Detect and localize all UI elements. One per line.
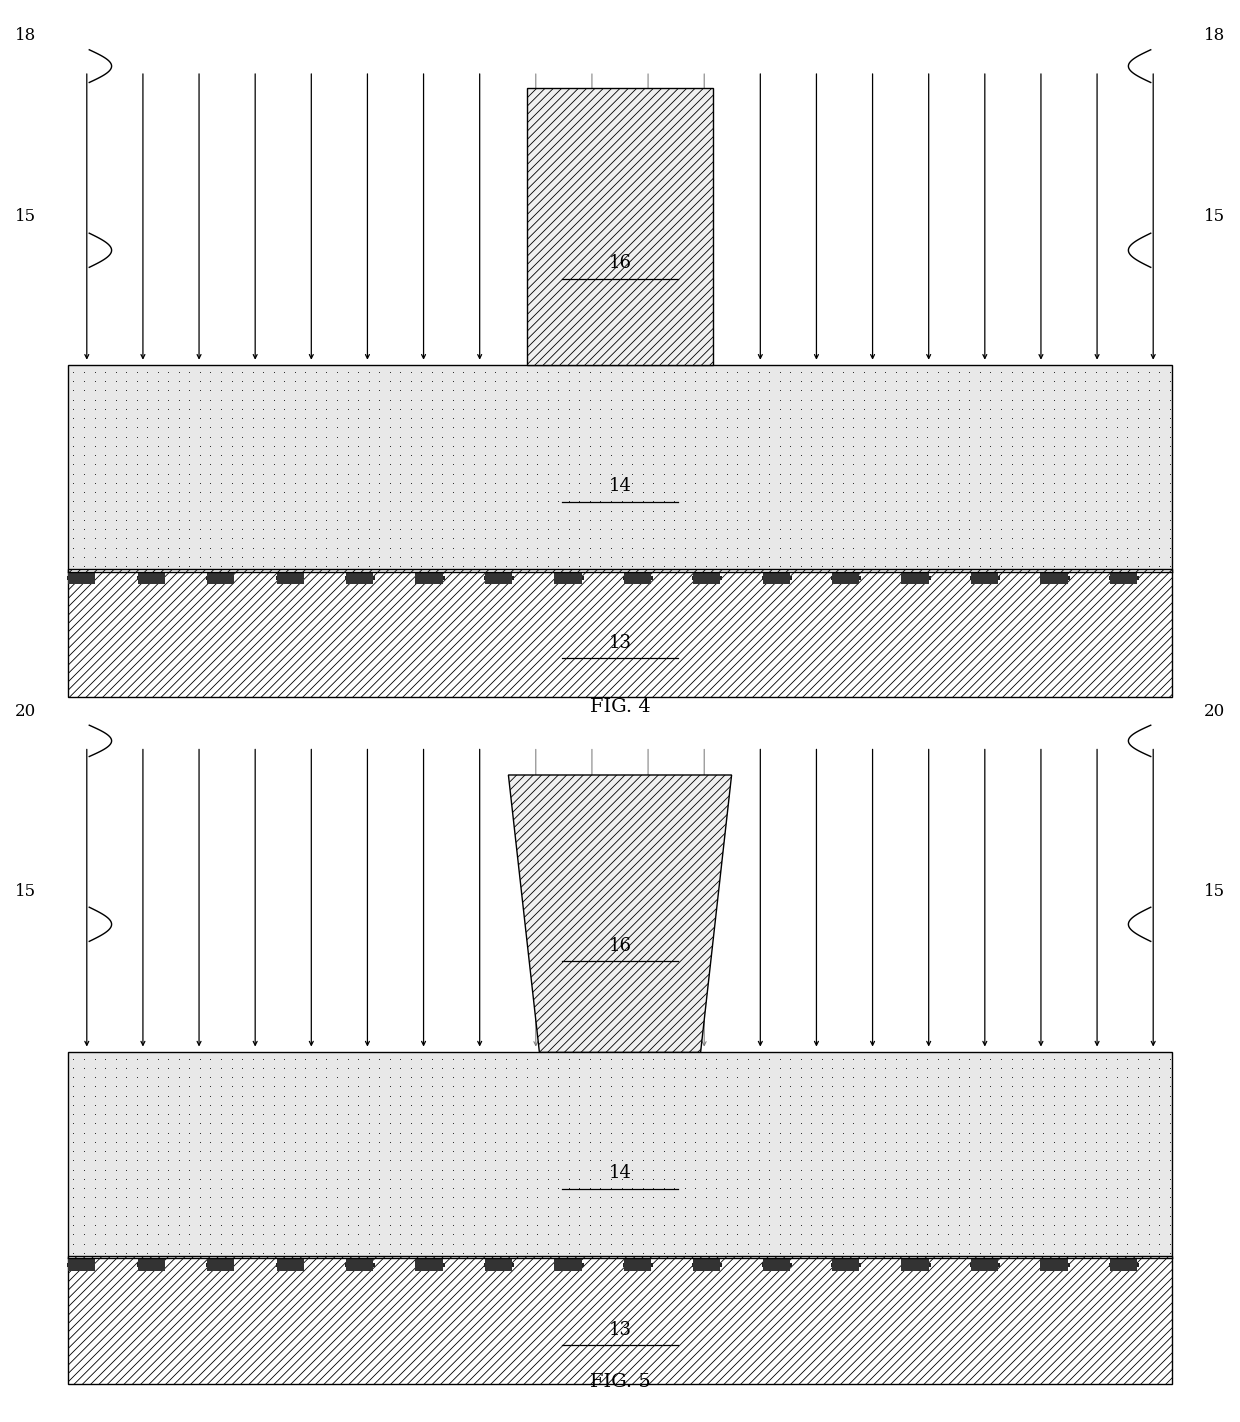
Bar [971, 1258, 998, 1271]
Bar [68, 1052, 1172, 1258]
Text: 15: 15 [1204, 208, 1225, 225]
Bar [207, 1258, 234, 1271]
Bar [138, 572, 165, 584]
Bar [693, 1258, 720, 1271]
Bar [68, 365, 1172, 572]
Bar [1040, 572, 1068, 584]
Bar [485, 1258, 512, 1271]
Bar [68, 1256, 1172, 1384]
Bar [971, 572, 998, 584]
Bar [832, 1258, 859, 1271]
Bar [901, 1258, 929, 1271]
Bar [277, 572, 304, 584]
Bar [554, 1258, 582, 1271]
Bar [763, 572, 790, 584]
Text: 18: 18 [1204, 27, 1225, 44]
Bar [832, 572, 859, 584]
Bar [693, 572, 720, 584]
Text: 14: 14 [609, 1165, 631, 1182]
Bar [1040, 1258, 1068, 1271]
Bar [624, 572, 651, 584]
Bar [1110, 572, 1137, 584]
Bar [527, 88, 713, 365]
Bar [68, 572, 95, 584]
Text: 18: 18 [15, 27, 36, 44]
Bar [485, 572, 512, 584]
Bar [138, 1258, 165, 1271]
Bar [346, 1258, 373, 1271]
Bar [68, 569, 1172, 697]
Text: 20: 20 [15, 702, 36, 720]
Bar [277, 1258, 304, 1271]
Bar [346, 572, 373, 584]
Text: FIG. 4: FIG. 4 [590, 698, 650, 715]
Text: 15: 15 [1204, 883, 1225, 900]
Text: 13: 13 [609, 634, 631, 651]
Bar [415, 572, 443, 584]
Text: FIG. 5: FIG. 5 [590, 1374, 650, 1391]
Bar [901, 572, 929, 584]
Text: 15: 15 [15, 883, 36, 900]
Text: 15: 15 [15, 208, 36, 225]
Text: 16: 16 [609, 255, 631, 272]
Text: 20: 20 [1204, 702, 1225, 720]
Text: 13: 13 [609, 1321, 631, 1338]
Bar [415, 1258, 443, 1271]
Bar [554, 572, 582, 584]
Text: 16: 16 [609, 937, 631, 954]
Polygon shape [508, 775, 732, 1052]
Bar [68, 1258, 95, 1271]
Bar [1110, 1258, 1137, 1271]
Text: 14: 14 [609, 478, 631, 495]
Bar [207, 572, 234, 584]
Bar [624, 1258, 651, 1271]
Bar [763, 1258, 790, 1271]
